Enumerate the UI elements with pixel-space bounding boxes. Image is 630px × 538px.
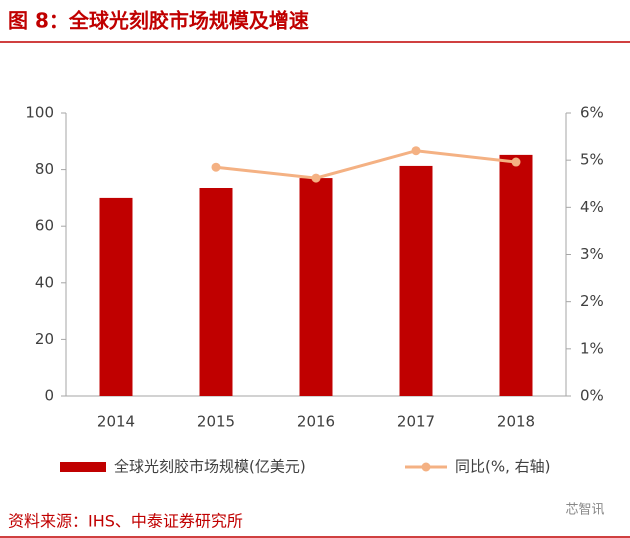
y2-tick-label: 2%	[580, 292, 604, 310]
legend-label: 同比(%, 右轴)	[455, 458, 551, 476]
x-tick-label: 2017	[397, 413, 435, 431]
line-point	[311, 173, 321, 183]
y-tick-label: 0	[44, 387, 54, 405]
y2-tick-label: 1%	[580, 339, 604, 357]
line-point	[411, 146, 421, 156]
line-point	[511, 157, 521, 167]
y2-tick-label: 0%	[580, 387, 604, 405]
legend-swatch-marker	[421, 462, 431, 472]
bar	[99, 197, 133, 396]
y2-tick-label: 4%	[580, 198, 604, 216]
x-tick-label: 2016	[297, 413, 335, 431]
legend-label: 全球光刻胶市场规模(亿美元)	[114, 458, 306, 476]
x-tick-label: 2015	[197, 413, 235, 431]
y-tick-label: 100	[25, 104, 54, 122]
legend-swatch	[60, 462, 106, 472]
line-point	[211, 162, 221, 172]
y-tick-label: 80	[35, 160, 54, 178]
bar	[499, 154, 533, 396]
y2-tick-label: 5%	[580, 151, 604, 169]
bar	[299, 178, 333, 396]
line	[215, 149, 517, 180]
y-tick-label: 40	[35, 273, 54, 291]
x-tick-label: 2018	[497, 413, 535, 431]
x-tick-label: 2014	[97, 413, 135, 431]
y2-tick-label: 3%	[580, 245, 604, 263]
y2-tick-label: 6%	[580, 104, 604, 122]
y-tick-label: 60	[35, 217, 54, 235]
y-tick-label: 20	[35, 330, 54, 348]
source: 资料来源：IHS、中泰证券研究所	[8, 512, 243, 531]
bar	[199, 187, 233, 396]
watermark: 芯智讯	[565, 503, 604, 518]
chart-title: 图 8：全球光刻胶市场规模及增速	[8, 9, 309, 33]
bar	[399, 165, 433, 396]
